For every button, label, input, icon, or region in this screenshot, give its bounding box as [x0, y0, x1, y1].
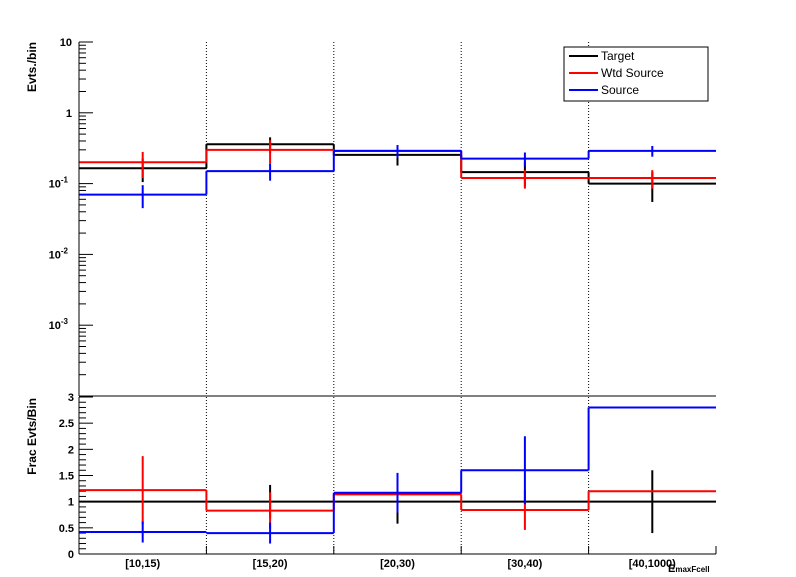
y-tick-label: 3	[68, 392, 74, 404]
x-tick-label: [15,20)	[253, 558, 288, 570]
legend-label-wtd-source: Wtd Source	[601, 66, 664, 80]
bottom-series-wtd-source	[79, 456, 716, 530]
y-tick-label: 2	[68, 444, 74, 456]
y-tick-label: 0.5	[59, 523, 74, 535]
x-axis-label-sub: maxFcell	[675, 565, 709, 572]
x-tick-label: [20,30)	[380, 558, 415, 570]
y-tick-label: 0	[68, 549, 74, 561]
y-tick-label: 2.5	[59, 418, 74, 430]
x-tick-label: [10,15)	[125, 558, 160, 570]
y-axis-label: Evts./bin	[25, 42, 39, 92]
y-tick-label: 10-2	[49, 246, 69, 261]
y-axis-label: Frac Evts/Bin	[25, 398, 39, 475]
y-tick-label: 1.5	[59, 471, 74, 483]
bottom-series-source	[79, 406, 716, 544]
legend-label-target: Target	[601, 49, 635, 63]
top-series-source	[79, 145, 716, 209]
y-tick-label: 1	[66, 108, 72, 120]
x-tick-label: [40,1000)	[629, 558, 676, 570]
legend: Target Wtd Source Source	[563, 46, 709, 102]
y-tick-label: 10-3	[49, 317, 69, 332]
top-panel: 10 1 10-1 10-2 10-3 Evts./bin	[25, 37, 716, 397]
y-tick-label: 10	[60, 37, 72, 49]
x-axis-label: EmaxFcell	[668, 563, 710, 572]
x-tick-label: [30,40)	[507, 558, 542, 570]
y-tick-label: 1	[68, 497, 74, 509]
bottom-panel: 0 0.5 1 1.5 2 2.5 3 Frac Evts/Bin [10,15) [15,20)…	[25, 392, 717, 575]
y-tick-label: 10-1	[49, 176, 69, 191]
legend-label-source: Source	[601, 83, 639, 97]
